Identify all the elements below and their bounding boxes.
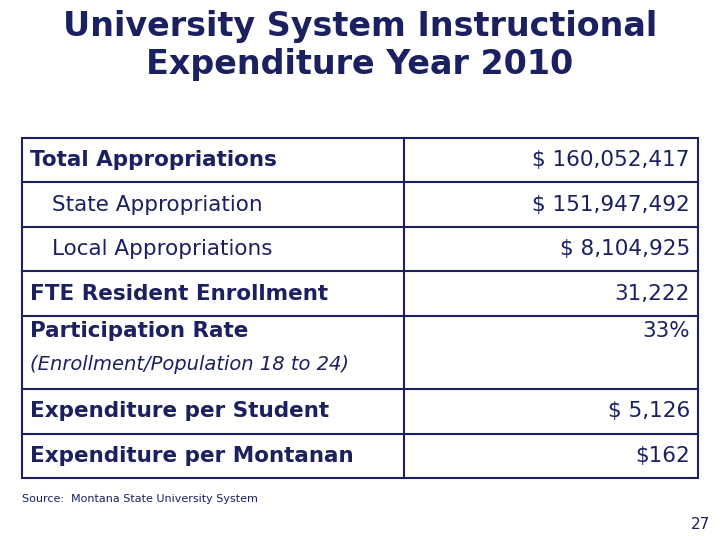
Text: Expenditure per Montanan: Expenditure per Montanan (30, 446, 354, 466)
Text: $ 8,104,925: $ 8,104,925 (559, 239, 690, 259)
Text: 27: 27 (690, 517, 710, 532)
Text: $ 151,947,492: $ 151,947,492 (532, 194, 690, 215)
Text: Source:  Montana State University System: Source: Montana State University System (22, 494, 258, 504)
Text: Participation Rate: Participation Rate (30, 321, 248, 341)
Text: Local Appropriations: Local Appropriations (52, 239, 272, 259)
Text: State Appropriation: State Appropriation (52, 194, 263, 215)
Text: 31,222: 31,222 (615, 284, 690, 303)
Text: $ 5,126: $ 5,126 (608, 401, 690, 421)
Text: Total Appropriations: Total Appropriations (30, 150, 277, 170)
Text: (Enrollment/Population 18 to 24): (Enrollment/Population 18 to 24) (30, 355, 349, 374)
Text: 33%: 33% (642, 321, 690, 341)
Text: Expenditure per Student: Expenditure per Student (30, 401, 329, 421)
Text: $ 160,052,417: $ 160,052,417 (533, 150, 690, 170)
Text: $162: $162 (635, 446, 690, 466)
Text: FTE Resident Enrollment: FTE Resident Enrollment (30, 284, 328, 303)
Bar (22, 138, 698, 478)
Text: University System Instructional
Expenditure Year 2010: University System Instructional Expendit… (63, 10, 657, 81)
